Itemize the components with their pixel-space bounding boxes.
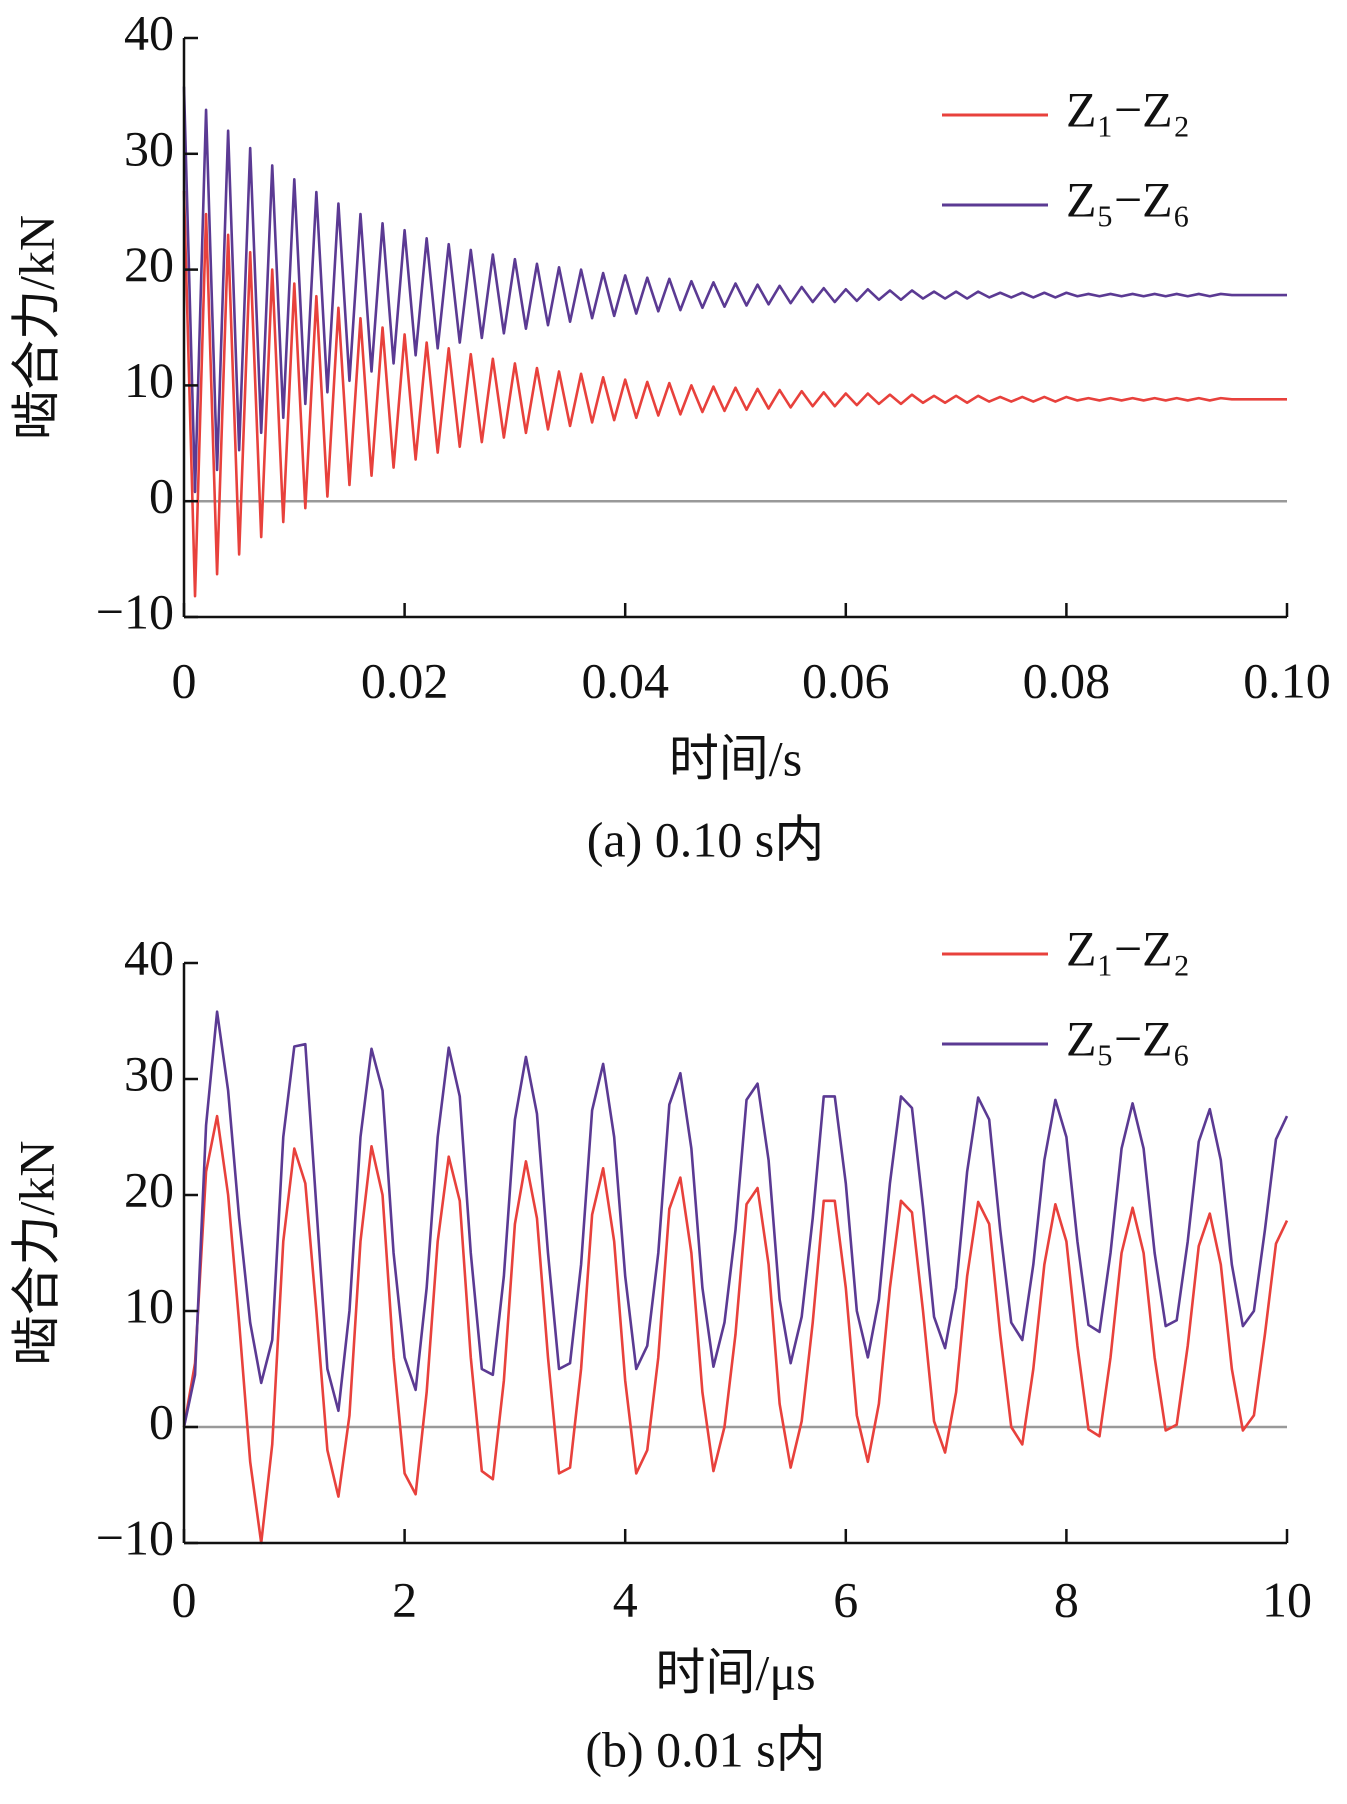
y-tick-label: −10 <box>96 583 174 639</box>
x-axis-title: 时间/μs <box>655 1644 815 1700</box>
y-tick-label: 40 <box>124 4 174 60</box>
legend-label: Z₅−Z₆ <box>1066 171 1190 227</box>
x-tick-label: 0.04 <box>581 652 669 708</box>
caption: (a) 0.10 s内 <box>587 811 824 867</box>
x-tick-label: 6 <box>833 1571 858 1627</box>
y-tick-label: 0 <box>149 1393 174 1449</box>
y-tick-label: 30 <box>124 1045 174 1101</box>
x-tick-label: 4 <box>613 1571 638 1627</box>
y-tick-label: 0 <box>149 468 174 524</box>
x-tick-label: 0.10 <box>1243 652 1331 708</box>
y-tick-label: 30 <box>124 120 174 176</box>
x-tick-label: 0.02 <box>361 652 449 708</box>
y-tick-label: 40 <box>124 929 174 985</box>
caption: (b) 0.01 s内 <box>585 1721 825 1777</box>
series-line <box>182 1010 1289 1428</box>
x-tick-label: 0 <box>172 652 197 708</box>
y-tick-label: 20 <box>124 236 174 292</box>
y-tick-label: 10 <box>124 1277 174 1333</box>
x-tick-label: 0.08 <box>1023 652 1111 708</box>
series-line <box>182 1114 1289 1545</box>
y-axis-title: 啮合力/kN <box>8 1141 64 1366</box>
y-tick-label: 10 <box>124 352 174 408</box>
y-tick-label: 20 <box>124 1161 174 1217</box>
legend-label: Z₅−Z₆ <box>1066 1010 1190 1066</box>
x-axis-title: 时间/s <box>669 730 802 786</box>
series-line <box>182 190 1287 598</box>
legend-label: Z₁−Z₂ <box>1066 81 1190 137</box>
x-tick-label: 0 <box>172 1571 197 1627</box>
x-tick-label: 10 <box>1262 1571 1312 1627</box>
legend-label: Z₁−Z₂ <box>1066 920 1190 976</box>
x-tick-label: 0.06 <box>802 652 890 708</box>
x-tick-label: 2 <box>392 1571 417 1627</box>
y-tick-label: −10 <box>96 1509 174 1565</box>
x-tick-label: 8 <box>1054 1571 1079 1627</box>
series-line <box>182 86 1287 494</box>
y-axis-title: 啮合力/kN <box>8 215 64 440</box>
